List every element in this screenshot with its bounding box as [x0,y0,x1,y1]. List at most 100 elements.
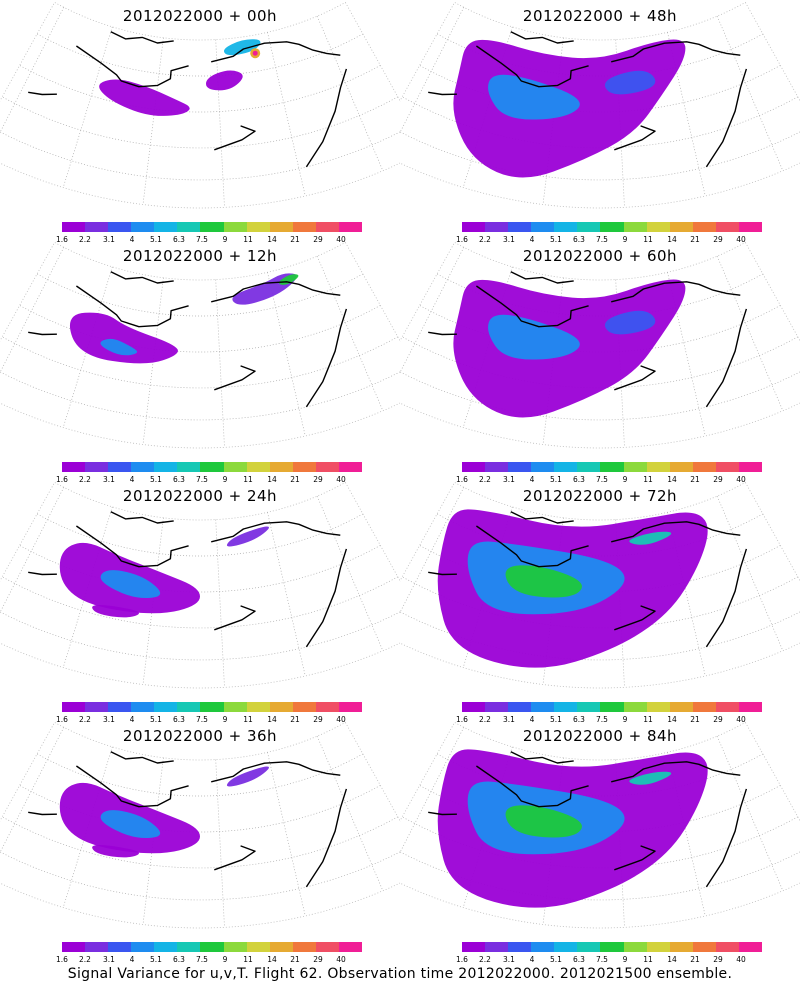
colorbar-swatch [177,942,201,952]
panel-title: 2012022000 + 84h [522,727,678,745]
colorbar-swatch [338,942,363,952]
panel-title: 2012022000 + 60h [522,247,678,265]
colorbar-tick-label: 5.1 [550,475,562,484]
colorbar-swatch [715,222,739,232]
colorbar-tick-label: 5.1 [550,235,562,244]
colorbar-tick-label: 29 [313,715,323,724]
variance-contour [100,570,161,599]
colorbar-swatch [623,462,647,472]
coastline [476,45,589,88]
colorbar-swatch [462,222,486,232]
colorbar-swatch [646,462,670,472]
colorbar-tick-label: 9 [222,715,228,724]
longitude-line [142,37,164,205]
colorbar-tick-label: 21 [290,475,300,484]
map-boundary [0,1,400,209]
latitude-line [400,851,800,901]
coastline [305,788,348,888]
colorbar-tick-label: 1.6 [456,955,468,964]
colorbar-swatch [623,222,647,232]
variance-contour [505,565,582,598]
colorbar-swatch [462,942,486,952]
colorbar-tick-label: 21 [690,475,700,484]
colorbar-tick-label: 7.5 [196,955,208,964]
colorbar-tick-label: 3.1 [503,235,515,244]
colorbar-swatch [646,222,670,232]
colorbar-tick-label: 3.1 [503,955,515,964]
variance-peak [252,50,258,56]
colorbar-tick-label: 6.3 [573,235,585,244]
colorbar-swatch [223,462,247,472]
colorbar-tick-label: 40 [736,955,746,964]
colorbar-swatch [646,942,670,952]
colorbar-tick-label: 14 [267,955,277,964]
colorbar-swatch [223,222,247,232]
colorbar-tick-label: 9 [622,955,628,964]
variance-contour [488,314,580,360]
colorbar-tick-label: 2.2 [79,235,91,244]
latitude-line [0,131,400,181]
longitude-line [142,757,164,925]
longitude-line [0,487,65,614]
colorbar-swatch [508,942,532,952]
colorbar-tick-label: 1.6 [456,715,468,724]
coastline [76,765,189,808]
colorbar-tick-label: 3.1 [503,715,515,724]
coastline [211,281,341,303]
longitude-line [215,519,225,688]
panel-title: 2012022000 + 36h [122,727,278,745]
coastline [611,521,741,543]
colorbar-tick-label: 40 [336,235,346,244]
colorbar-swatch [738,702,763,712]
colorbar-swatch [338,462,363,472]
colorbar [462,222,763,232]
colorbar-swatch [154,222,178,232]
latitude-line [2,576,398,629]
map-plot [400,721,800,929]
panel-title: 2012022000 + 48h [522,7,678,25]
colorbar-swatch [85,222,109,232]
coastline [110,751,174,764]
colorbar-labels: 1.6 2.2 3.1 4 5.1 6.3 7.5 9 11 14 21 29 40 [55,955,375,965]
colorbar-tick-label: 40 [736,475,746,484]
colorbar-tick-label: 2.2 [79,955,91,964]
coastline [611,761,741,783]
colorbar-tick-label: 9 [622,235,628,244]
longitude-line [267,512,306,677]
colorbar-swatch [62,942,86,952]
map-panel: 2012022000 + 84h 1.6 2.2 3.1 4 5.1 6.3 7.5 9 11 14… [400,720,800,964]
colorbar-swatch [692,462,716,472]
colorbar-swatch [600,462,624,472]
coastline [611,281,741,303]
colorbar-labels: 1.6 2.2 3.1 4 5.1 6.3 7.5 9 11 14 21 29 40 [455,955,775,965]
colorbar-swatch [485,462,509,472]
colorbar-swatch [508,702,532,712]
coastline [28,91,57,96]
colorbar-tick-label: 40 [336,475,346,484]
colorbar-swatch [338,702,363,712]
colorbar-tick-label: 7.5 [196,475,208,484]
colorbar-tick-label: 11 [643,235,653,244]
panel-title: 2012022000 + 72h [522,487,678,505]
colorbar-tick-label: 7.5 [196,715,208,724]
colorbar-swatch [131,942,155,952]
latitude-line [36,33,364,77]
colorbar-swatch [508,222,532,232]
colorbar-swatch [108,222,132,232]
coastline [705,68,748,168]
colorbar-tick-label: 7.5 [596,715,608,724]
colorbar-tick-label: 14 [267,715,277,724]
colorbar-tick-label: 29 [713,475,723,484]
coastline [428,91,457,96]
colorbar-tick-label: 9 [622,715,628,724]
colorbar-swatch [108,702,132,712]
colorbar-swatch [246,702,270,712]
map-plot [0,1,400,209]
colorbar-tick-label: 29 [313,235,323,244]
longitude-line [267,32,306,197]
colorbar-tick-label: 14 [667,955,677,964]
coastline [510,271,574,284]
colorbar-tick-label: 1.6 [56,235,68,244]
colorbar-swatch [85,462,109,472]
longitude-line [400,487,465,614]
